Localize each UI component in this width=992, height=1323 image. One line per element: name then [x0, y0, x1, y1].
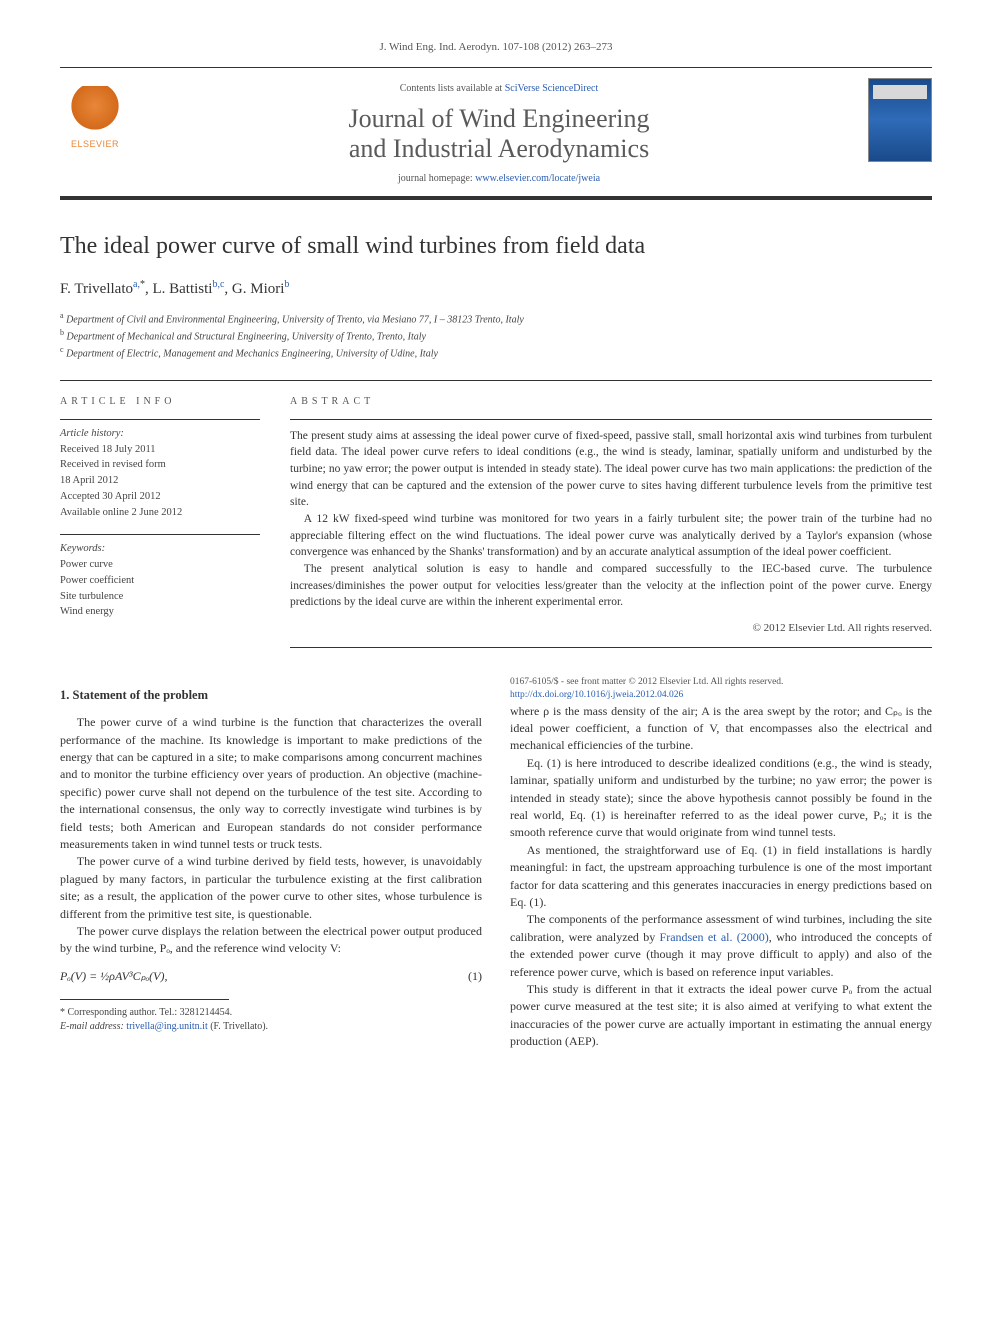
body-p2: The power curve of a wind turbine derive…	[60, 853, 482, 923]
email-line: E-mail address: trivella@ing.unitn.it (F…	[60, 1020, 482, 1034]
keyword-3: Site turbulence	[60, 589, 260, 605]
footnote-separator	[60, 999, 229, 1000]
keyword-1: Power curve	[60, 557, 260, 573]
section-1-heading: 1. Statement of the problem	[60, 686, 482, 704]
journal-reference: J. Wind Eng. Ind. Aerodyn. 107-108 (2012…	[60, 40, 932, 55]
abstract-p3: The present analytical solution is easy …	[290, 561, 932, 611]
abstract: ABSTRACT The present study aims at asses…	[290, 381, 932, 648]
author-1-corr[interactable]: *	[140, 279, 145, 290]
history-label: Article history:	[60, 426, 260, 442]
header-center: Contents lists available at SciVerse Sci…	[146, 78, 852, 196]
abstract-body: The present study aims at assessing the …	[290, 419, 932, 637]
doi-link[interactable]: http://dx.doi.org/10.1016/j.jweia.2012.0…	[510, 689, 932, 702]
history-revised-l2: 18 April 2012	[60, 473, 260, 489]
email-suffix: (F. Trivellato).	[208, 1021, 268, 1032]
info-abstract-row: ARTICLE INFO Article history: Received 1…	[60, 381, 932, 648]
body-p8: This study is different in that it extra…	[510, 981, 932, 1051]
author-3-aff[interactable]: b	[284, 279, 289, 290]
elsevier-logo: ELSEVIER	[60, 78, 130, 158]
footnotes: * Corresponding author. Tel.: 3281214454…	[60, 1006, 482, 1034]
author-1-aff[interactable]: a,	[133, 279, 140, 290]
body-p5-text: Eq. (1) is here introduced to describe i…	[510, 756, 932, 840]
keyword-2: Power coefficient	[60, 573, 260, 589]
citation-frandsen[interactable]: Frandsen et al. (2000)	[660, 930, 769, 944]
author-2-aff[interactable]: b,c	[212, 279, 224, 290]
history-accepted: Accepted 30 April 2012	[60, 489, 260, 505]
journal-name: Journal of Wind Engineering and Industri…	[146, 104, 852, 164]
history-online: Available online 2 June 2012	[60, 505, 260, 521]
authors: F. Trivellatoa,*, L. Battistib,c, G. Mio…	[60, 278, 932, 300]
abstract-p2: A 12 kW fixed-speed wind turbine was mon…	[290, 511, 932, 561]
article-info-label: ARTICLE INFO	[60, 395, 260, 409]
contents-line: Contents lists available at SciVerse Sci…	[146, 82, 852, 96]
affiliation-c: Department of Electric, Management and M…	[66, 349, 438, 360]
author-3: G. Miori	[232, 281, 285, 297]
front-matter: 0167-6105/$ - see front matter © 2012 El…	[510, 676, 932, 689]
body-p6: As mentioned, the straightforward use of…	[510, 842, 932, 912]
journal-cover-thumb	[868, 78, 932, 162]
article-history: Article history: Received 18 July 2011 R…	[60, 419, 260, 521]
keyword-4: Wind energy	[60, 604, 260, 620]
journal-name-l1: Journal of Wind Engineering	[348, 104, 649, 133]
corresponding-author: * Corresponding author. Tel.: 3281214454…	[60, 1006, 482, 1020]
abstract-label: ABSTRACT	[290, 395, 932, 409]
history-received: Received 18 July 2011	[60, 442, 260, 458]
article-title: The ideal power curve of small wind turb…	[60, 230, 932, 264]
journal-header: ELSEVIER Contents lists available at Sci…	[60, 67, 932, 200]
sciencedirect-link[interactable]: SciVerse ScienceDirect	[505, 83, 599, 94]
body-p3: The power curve displays the relation be…	[60, 923, 482, 958]
email-label: E-mail address:	[60, 1021, 126, 1032]
author-2: L. Battisti	[152, 281, 212, 297]
elsevier-tree-icon	[70, 86, 120, 136]
body-p7: The components of the performance assess…	[510, 911, 932, 981]
equation-1: Pₒ(V) = ½ρAV³Cₚₒ(V), (1)	[60, 968, 482, 985]
abstract-p1: The present study aims at assessing the …	[290, 428, 932, 511]
abstract-divider	[290, 647, 932, 648]
abstract-copyright: © 2012 Elsevier Ltd. All rights reserved…	[290, 621, 932, 637]
body-p8-text: This study is different in that it extra…	[510, 982, 932, 1048]
bottom-meta: 0167-6105/$ - see front matter © 2012 El…	[510, 676, 932, 703]
body-p3-text: The power curve displays the relation be…	[60, 924, 482, 955]
equation-1-number: (1)	[468, 968, 482, 985]
affiliations: a Department of Civil and Environmental …	[60, 310, 932, 362]
article-info: ARTICLE INFO Article history: Received 1…	[60, 381, 260, 648]
body-p5: Eq. (1) is here introduced to describe i…	[510, 755, 932, 842]
homepage-line: journal homepage: www.elsevier.com/locat…	[146, 172, 852, 186]
author-1: F. Trivellato	[60, 281, 133, 297]
keywords-label: Keywords:	[60, 541, 260, 557]
body-p4: where ρ is the mass density of the air; …	[510, 703, 932, 755]
homepage-prefix: journal homepage:	[398, 173, 475, 184]
equation-1-formula: Pₒ(V) = ½ρAV³Cₚₒ(V),	[60, 968, 168, 985]
journal-name-l2: and Industrial Aerodynamics	[349, 134, 649, 163]
body-p1: The power curve of a wind turbine is the…	[60, 714, 482, 853]
affiliation-a: Department of Civil and Environmental En…	[66, 314, 524, 325]
history-revised-l1: Received in revised form	[60, 457, 260, 473]
body-text: 1. Statement of the problem The power cu…	[60, 676, 932, 1051]
elsevier-label: ELSEVIER	[71, 138, 119, 151]
homepage-link[interactable]: www.elsevier.com/locate/jweia	[475, 173, 600, 184]
keywords: Keywords: Power curve Power coefficient …	[60, 534, 260, 620]
contents-prefix: Contents lists available at	[400, 83, 505, 94]
affiliation-b: Department of Mechanical and Structural …	[67, 331, 427, 342]
email-link[interactable]: trivella@ing.unitn.it	[126, 1021, 207, 1032]
